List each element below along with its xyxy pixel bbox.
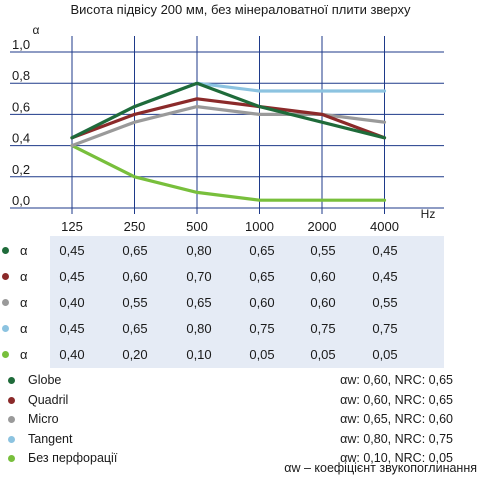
values-table: [50, 236, 444, 368]
x-tick-label: 250: [124, 219, 146, 234]
table-cell: 0,60: [310, 269, 336, 284]
table-cell: 0,45: [372, 243, 398, 258]
table-cell: 0,80: [186, 321, 212, 336]
footnote: αw – коефіцієнт звукопоглинання: [284, 461, 477, 475]
legend-dot-icon: [8, 396, 15, 404]
legend-name: Globe: [28, 373, 62, 387]
series-line-без-перфорації: [70, 144, 387, 202]
y-tick-label: 0,4: [12, 131, 30, 146]
table-cell: 0,65: [122, 321, 148, 336]
legend-dot-icon: [8, 435, 15, 443]
table-cell: 0,45: [59, 321, 85, 336]
chart-title: Висота підвісу 200 мм, без мінераловатно…: [70, 2, 411, 17]
legend-name: Micro: [28, 412, 59, 426]
table-cell: 0,05: [249, 347, 275, 362]
series-line-globe: [70, 81, 387, 140]
legend-name: Quadril: [28, 392, 69, 407]
table-cell: 0,65: [249, 269, 275, 284]
legend-metrics: αw: 0,80, NRC: 0,75: [340, 431, 453, 446]
table-cell: 0,75: [310, 321, 336, 336]
table-row: α 0,45 0,60 0,70 0,65 0,60 0,45: [0, 264, 481, 290]
table-cell: 0,65: [122, 243, 148, 258]
row-symbol: α: [20, 269, 28, 284]
y-tick-label: 0,6: [12, 99, 30, 114]
table-row: α 0,40 0,20 0,10 0,05 0,05 0,05: [0, 342, 481, 368]
table-cell: 0,20: [122, 347, 148, 362]
x-tick-label: 4000: [370, 219, 399, 234]
table-cell: 0,45: [372, 269, 398, 284]
y-axis-label: α: [33, 23, 40, 37]
legend-name: Без перфорації: [28, 451, 118, 465]
table-cell: 0,45: [59, 243, 85, 258]
x-tick-label: 125: [61, 219, 83, 234]
chart-series: [70, 81, 387, 202]
absorption-chart: 1,0 0,8 0,6 0,4 0,2 0,0 125 250 500 1000 2000 4000 α…: [10, 23, 444, 234]
table-row: α 0,40 0,55 0,65 0,60 0,60 0,55: [0, 290, 481, 316]
legend-dot-icon: [8, 377, 15, 384]
table-row: α 0,45 0,65 0,80 0,75 0,75 0,75: [0, 316, 481, 342]
table-cell: 0,45: [59, 269, 85, 284]
table-cell: 0,55: [372, 295, 398, 310]
table-cell: 0,60: [249, 295, 275, 310]
table-cell: 0,10: [186, 347, 212, 362]
row-symbol: α: [20, 243, 28, 258]
x-axis-label: Hz: [421, 207, 436, 221]
legend-metrics: αw: 0,60, NRC: 0,65: [340, 392, 453, 407]
series-dot-icon: [2, 299, 9, 306]
table-cell: 0,05: [310, 347, 336, 362]
row-symbol: α: [20, 321, 28, 336]
series-dot-icon: [2, 351, 9, 358]
table-cell: 0,70: [186, 269, 212, 284]
table-cell: 0,05: [372, 347, 398, 362]
legend-item: Globe αw: 0,60, NRC: 0,65: [0, 372, 481, 390]
table-cell: 0,60: [122, 269, 148, 284]
row-symbol: α: [20, 347, 28, 362]
x-tick-label: 500: [186, 219, 208, 234]
chart-axes: 1,0 0,8 0,6 0,4 0,2 0,0 125 250 500 1000 2000 4000 α…: [12, 23, 435, 234]
y-tick-label: 0,0: [12, 193, 30, 208]
series-dot-icon: [2, 273, 9, 280]
legend-item: Quadril αw: 0,60, NRC: 0,65: [0, 392, 481, 410]
legend-item: Без перфорації αw: 0,10, NRC: 0,05: [0, 450, 481, 468]
table-cell: 0,65: [249, 243, 275, 258]
legend-dot-icon: [8, 416, 15, 423]
table-cell: 0,75: [372, 321, 398, 336]
legend-dot-icon: [8, 455, 15, 462]
series-line-quadril: [70, 97, 387, 140]
table-row: α 0,45 0,65 0,80 0,65 0,55 0,45: [0, 238, 481, 264]
legend-item: Tangent αw: 0,80, NRC: 0,75: [0, 431, 481, 449]
series-dot-icon: [2, 325, 9, 332]
legend-name: Tangent: [28, 431, 73, 446]
table-cell: 0,40: [59, 347, 85, 362]
table-cell: 0,65: [186, 295, 212, 310]
x-tick-label: 1000: [245, 219, 274, 234]
y-tick-label: 0,8: [12, 68, 30, 83]
y-tick-label: 0,2: [12, 162, 30, 177]
y-tick-label: 1,0: [12, 37, 30, 52]
table-cell: 0,55: [122, 295, 148, 310]
series-dot-icon: [2, 247, 9, 254]
series-line-micro: [70, 104, 387, 148]
table-cell: 0,55: [310, 243, 336, 258]
legend-item: Micro αw: 0,65, NRC: 0,60: [0, 411, 481, 429]
table-cell: 0,80: [186, 243, 212, 258]
row-symbol: α: [20, 295, 28, 310]
legend-metrics: αw: 0,10, NRC: 0,05: [340, 451, 453, 465]
table-cell: 0,75: [249, 321, 275, 336]
table-cell: 0,60: [310, 295, 336, 310]
x-tick-label: 2000: [308, 219, 337, 234]
legend-metrics: αw: 0,60, NRC: 0,65: [340, 373, 453, 387]
chart-grid: [10, 36, 444, 214]
legend-metrics: αw: 0,65, NRC: 0,60: [340, 412, 453, 426]
table-cell: 0,40: [59, 295, 85, 310]
